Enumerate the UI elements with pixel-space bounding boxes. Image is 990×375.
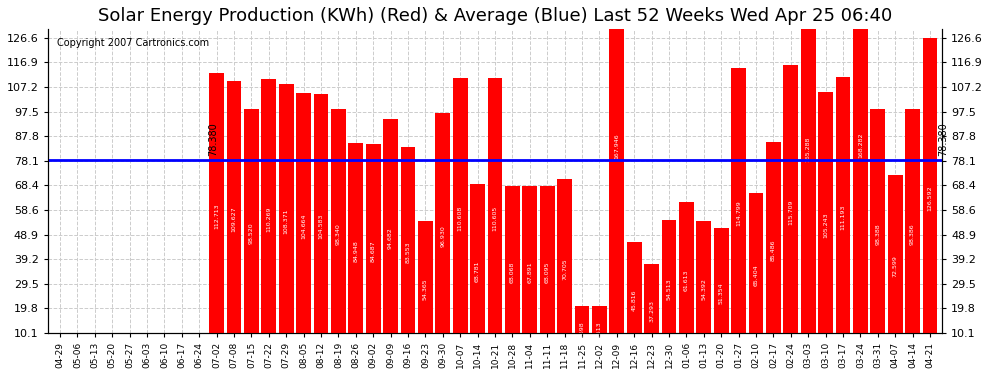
Bar — [227, 81, 242, 358]
Bar — [505, 186, 520, 358]
Bar — [488, 78, 502, 358]
Text: 51.354: 51.354 — [719, 282, 724, 304]
Bar — [748, 193, 763, 358]
Text: 98.388: 98.388 — [875, 223, 880, 245]
Bar — [470, 184, 485, 358]
Text: 84.948: 84.948 — [353, 240, 358, 262]
Text: 98.520: 98.520 — [248, 223, 253, 245]
Text: 98.340: 98.340 — [336, 223, 341, 245]
Bar — [383, 118, 398, 358]
Text: 78.380: 78.380 — [208, 122, 218, 156]
Text: 68.068: 68.068 — [510, 261, 515, 283]
Bar — [661, 220, 676, 358]
Text: 37.293: 37.293 — [649, 300, 654, 322]
Bar — [279, 84, 294, 358]
Bar — [610, 0, 624, 358]
Bar — [627, 242, 642, 358]
Bar — [783, 66, 798, 358]
Bar — [766, 142, 781, 358]
Bar — [870, 109, 885, 358]
Text: 94.682: 94.682 — [388, 228, 393, 249]
Bar — [818, 92, 833, 358]
Bar — [261, 79, 276, 358]
Text: 20.513: 20.513 — [597, 322, 602, 343]
Bar — [418, 221, 433, 358]
Bar — [366, 144, 380, 358]
Bar — [436, 113, 450, 358]
Text: 72.599: 72.599 — [893, 255, 898, 278]
Bar — [644, 264, 659, 358]
Text: 112.713: 112.713 — [214, 203, 219, 228]
Bar — [592, 306, 607, 358]
Text: 68.095: 68.095 — [544, 261, 549, 283]
Text: 67.891: 67.891 — [528, 262, 533, 283]
Text: 109.627: 109.627 — [232, 207, 237, 232]
Text: 110.605: 110.605 — [492, 206, 498, 231]
Text: 104.664: 104.664 — [301, 213, 306, 238]
Bar — [540, 186, 554, 358]
Bar — [888, 175, 903, 358]
Text: 61.613: 61.613 — [684, 270, 689, 291]
Text: 54.365: 54.365 — [423, 279, 428, 300]
Bar — [923, 38, 938, 358]
Text: 54.513: 54.513 — [666, 279, 671, 300]
Text: 84.687: 84.687 — [370, 240, 376, 262]
Text: Copyright 2007 Cartronics.com: Copyright 2007 Cartronics.com — [56, 38, 209, 48]
Bar — [696, 220, 711, 358]
Text: 165.288: 165.288 — [806, 136, 811, 162]
Text: 83.553: 83.553 — [406, 242, 411, 263]
Bar — [679, 202, 694, 358]
Text: 45.816: 45.816 — [632, 290, 637, 311]
Bar — [314, 94, 329, 358]
Text: 78.380: 78.380 — [939, 122, 948, 156]
Text: 108.371: 108.371 — [284, 209, 289, 234]
Text: 111.193: 111.193 — [841, 205, 845, 230]
Bar — [209, 73, 224, 358]
Bar — [331, 110, 346, 358]
Text: 126.592: 126.592 — [928, 185, 933, 211]
Text: 68.781: 68.781 — [475, 261, 480, 282]
Bar — [557, 179, 572, 358]
Text: 70.705: 70.705 — [562, 258, 567, 280]
Text: 96.930: 96.930 — [441, 225, 446, 246]
Text: 85.486: 85.486 — [771, 239, 776, 261]
Bar — [836, 77, 850, 358]
Bar — [523, 186, 538, 358]
Text: 65.404: 65.404 — [753, 265, 758, 286]
Text: 20.698: 20.698 — [579, 321, 584, 343]
Text: 114.799: 114.799 — [737, 200, 742, 226]
Bar — [732, 68, 746, 358]
Text: 115.709: 115.709 — [788, 199, 793, 225]
Bar — [348, 143, 363, 358]
Bar — [401, 147, 416, 358]
Bar — [452, 78, 467, 358]
Text: 110.269: 110.269 — [266, 206, 271, 231]
Text: 110.608: 110.608 — [457, 206, 462, 231]
Bar — [244, 109, 258, 358]
Bar — [574, 306, 589, 358]
Title: Solar Energy Production (KWh) (Red) & Average (Blue) Last 52 Weeks Wed Apr 25 06: Solar Energy Production (KWh) (Red) & Av… — [98, 7, 892, 25]
Text: 104.583: 104.583 — [319, 213, 324, 239]
Bar — [714, 228, 729, 358]
Text: 98.386: 98.386 — [910, 223, 915, 245]
Text: 167.946: 167.946 — [614, 133, 620, 159]
Text: 168.282: 168.282 — [858, 133, 863, 158]
Bar — [905, 109, 920, 358]
Bar — [801, 0, 816, 358]
Bar — [296, 93, 311, 358]
Bar — [853, 0, 868, 358]
Text: 105.243: 105.243 — [823, 212, 828, 238]
Text: 54.392: 54.392 — [701, 279, 706, 300]
